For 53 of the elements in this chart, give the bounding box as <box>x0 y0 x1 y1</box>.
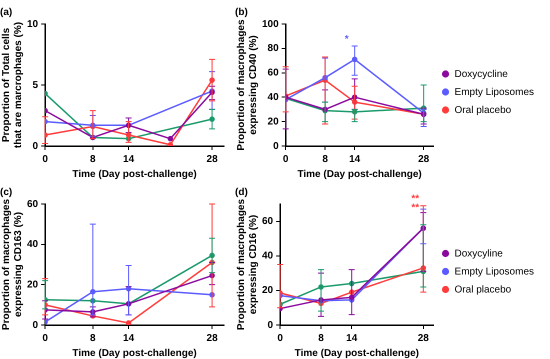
x-tick-label: 0 <box>282 154 289 165</box>
x-axis-title: Time (Day post-challenge) <box>297 168 422 180</box>
chart-title: (c) <box>0 186 12 198</box>
y-tick-label: 5 <box>32 80 39 91</box>
x-tick-label: 28 <box>418 332 430 344</box>
x-tick-label: 0 <box>42 154 48 165</box>
legend-label: Empty Liposomes <box>454 266 534 278</box>
x-tick-label: 14 <box>349 154 361 165</box>
x-tick-label: 28 <box>418 154 430 165</box>
y-axis-title: Proportion of Total cells that are marcrophages (%) <box>0 22 24 148</box>
y-tick-label: 100 <box>262 18 280 30</box>
y-tick-label: 20 <box>262 285 274 296</box>
chart-title: (a) <box>0 6 12 18</box>
x-axis-title: Time (Day post-challenge) <box>72 168 197 180</box>
annotation: ** <box>411 194 420 205</box>
y-tick-label: 0 <box>268 320 274 331</box>
chart-title: (b) <box>235 6 248 18</box>
y-tick-label: 40 <box>268 92 280 103</box>
x-tick-label: 8 <box>90 154 96 165</box>
y-tick-label: 0 <box>32 320 39 331</box>
x-tick-label: 28 <box>206 332 218 344</box>
y-tick-label: 60 <box>262 216 274 228</box>
y-tick-label: 60 <box>27 198 39 210</box>
x-tick-label: 14 <box>346 332 358 344</box>
legend-label: Empty Liposomes <box>454 86 534 98</box>
x-axis-title: Time (Day post-challenge) <box>294 348 419 359</box>
legend-label: Doxycycline <box>454 68 508 80</box>
chart-title: (d) <box>235 186 248 198</box>
y-tick-label: 0 <box>32 140 39 152</box>
y-tick-label: 20 <box>268 116 280 128</box>
x-tick-label: 14 <box>123 154 135 165</box>
x-tick-label: 14 <box>123 332 135 344</box>
x-tick-label: 0 <box>42 332 48 344</box>
x-tick-label: 8 <box>322 154 328 165</box>
x-tick-label: 8 <box>318 332 324 344</box>
y-axis-title: Proportion of macrophages expressing CD163 (%) <box>0 198 24 330</box>
y-tick-label: 40 <box>27 239 39 250</box>
y-tick-label: 20 <box>27 279 39 290</box>
y-tick-label: 0 <box>273 140 280 152</box>
legend-label: Doxycyline <box>454 248 504 260</box>
y-tick-label: 80 <box>268 43 280 54</box>
x-tick-label: 28 <box>206 154 218 165</box>
x-axis-title: Time (Day post-challenge) <box>72 348 197 359</box>
y-tick-label: 60 <box>268 68 280 79</box>
y-tick-label: 40 <box>262 250 274 262</box>
annotation: ** <box>411 202 420 214</box>
legend-label: Oral placebo <box>454 104 512 116</box>
y-axis-title: Proportion of macrophages expressing CD16 (%) <box>236 198 259 330</box>
x-tick-label: 8 <box>90 332 96 344</box>
y-axis-title: Proportion of macrophages expressing CD40 (%) <box>236 19 259 151</box>
annotation: * <box>344 34 349 45</box>
legend-label: Oral placebo <box>454 284 512 296</box>
y-tick-label: 10 <box>27 18 39 30</box>
